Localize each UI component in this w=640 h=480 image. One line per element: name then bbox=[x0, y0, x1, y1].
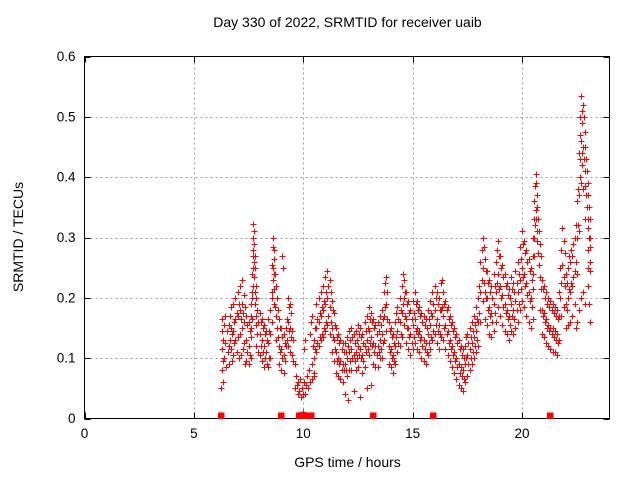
gridlines bbox=[85, 57, 609, 418]
chart-title: Day 330 of 2022, SRMTID for receiver uai… bbox=[213, 14, 482, 30]
zero-value-marker bbox=[218, 412, 225, 419]
y-tick-label: 0.4 bbox=[57, 170, 76, 185]
zero-value-marker bbox=[300, 412, 307, 419]
x-tick-label: 5 bbox=[190, 426, 198, 441]
x-axis-label: GPS time / hours bbox=[294, 454, 401, 470]
y-tick-label: 0.2 bbox=[57, 290, 76, 305]
x-tick-label: 15 bbox=[405, 426, 420, 441]
zero-value-marker bbox=[308, 412, 315, 419]
y-tick-label: 0.3 bbox=[57, 230, 76, 245]
axis-ticks bbox=[84, 56, 610, 420]
scatter-points bbox=[218, 93, 594, 418]
zero-value-marker bbox=[547, 412, 554, 419]
zero-value-marker bbox=[430, 412, 437, 419]
zero-value-marker bbox=[296, 412, 303, 419]
x-tick-label: 20 bbox=[514, 426, 529, 441]
zero-value-marker bbox=[278, 412, 285, 419]
y-tick-label: 0.5 bbox=[57, 109, 76, 124]
x-tick-label: 0 bbox=[81, 426, 89, 441]
y-tick-label: 0 bbox=[68, 411, 76, 426]
plot-border bbox=[83, 55, 611, 420]
y-tick-label: 0.1 bbox=[57, 351, 76, 366]
zero-value-marker bbox=[370, 412, 377, 419]
x-tick-label: 10 bbox=[296, 426, 311, 441]
y-tick-label: 0.6 bbox=[57, 49, 76, 64]
